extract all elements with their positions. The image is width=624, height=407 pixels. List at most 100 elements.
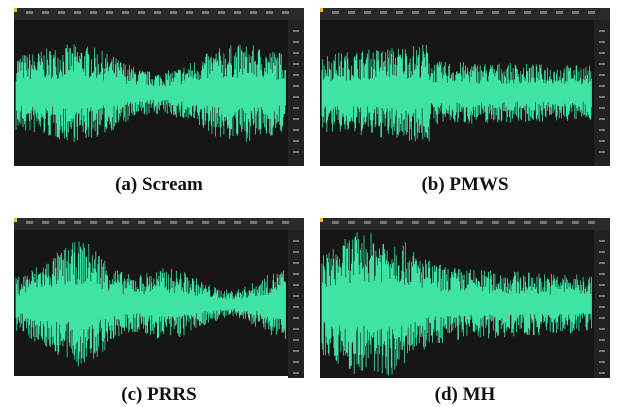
db-tick xyxy=(599,339,605,341)
db-tick xyxy=(293,118,299,120)
db-tick xyxy=(293,96,299,98)
ruler-tick xyxy=(234,11,241,14)
ruler-tick xyxy=(138,221,145,224)
db-tick xyxy=(293,284,299,286)
ruler-tick xyxy=(218,11,225,14)
ruler-tick xyxy=(26,221,33,224)
db-tick xyxy=(293,30,299,32)
waveform-trace xyxy=(16,241,286,366)
ruler-tick xyxy=(444,221,451,224)
db-tick xyxy=(599,129,605,131)
ruler-tick xyxy=(282,221,289,224)
ruler-tick xyxy=(412,11,419,14)
db-tick xyxy=(599,107,605,109)
db-tick xyxy=(293,41,299,43)
ruler-tick xyxy=(266,11,273,14)
waveform xyxy=(320,8,610,166)
ruler-tick xyxy=(588,11,595,14)
ruler-tick xyxy=(170,221,177,224)
waveform-panel xyxy=(14,8,304,166)
ruler-tick xyxy=(106,11,113,14)
ruler-tick xyxy=(556,221,563,224)
db-tick xyxy=(293,251,299,253)
ruler-tick xyxy=(412,221,419,224)
db-tick xyxy=(599,284,605,286)
db-tick xyxy=(599,317,605,319)
caption: (a) Scream xyxy=(14,174,304,196)
ruler-tick xyxy=(428,11,435,14)
waveform-panel xyxy=(320,8,610,166)
db-tick xyxy=(599,74,605,76)
ruler-tick xyxy=(540,11,547,14)
ruler-tick xyxy=(186,11,193,14)
ruler-tick xyxy=(572,11,579,14)
db-tick xyxy=(293,361,299,363)
db-tick xyxy=(293,317,299,319)
waveform xyxy=(320,218,610,378)
ruler-tick xyxy=(460,11,467,14)
db-tick xyxy=(599,96,605,98)
ruler-tick xyxy=(74,11,81,14)
ruler-tick xyxy=(154,221,161,224)
marker xyxy=(14,8,17,12)
waveform xyxy=(14,218,304,378)
marker xyxy=(14,218,17,222)
ruler-tick xyxy=(250,221,257,224)
db-tick xyxy=(293,372,299,374)
ruler-tick xyxy=(106,221,113,224)
db-tick xyxy=(599,361,605,363)
caption: (c) PRRS xyxy=(14,384,304,406)
waveform-panel xyxy=(14,218,304,376)
db-tick xyxy=(293,339,299,341)
ruler-tick xyxy=(332,221,339,224)
waveform-panel xyxy=(320,218,610,378)
ruler-tick xyxy=(234,221,241,224)
ruler-tick xyxy=(218,221,225,224)
db-tick xyxy=(599,251,605,253)
ruler-tick xyxy=(202,221,209,224)
ruler-tick xyxy=(332,11,339,14)
db-tick xyxy=(293,129,299,131)
db-tick xyxy=(599,350,605,352)
ruler-tick xyxy=(492,11,499,14)
ruler-tick xyxy=(170,11,177,14)
db-tick xyxy=(599,240,605,242)
ruler-tick xyxy=(42,221,49,224)
ruler-tick xyxy=(364,221,371,224)
db-tick xyxy=(293,151,299,153)
db-tick xyxy=(293,140,299,142)
ruler-tick xyxy=(58,221,65,224)
db-tick xyxy=(599,63,605,65)
ruler-tick xyxy=(58,11,65,14)
ruler-tick xyxy=(138,11,145,14)
db-tick xyxy=(599,140,605,142)
db-tick xyxy=(599,306,605,308)
db-tick xyxy=(293,328,299,330)
ruler-tick xyxy=(42,11,49,14)
db-tick xyxy=(293,63,299,65)
db-tick xyxy=(599,41,605,43)
ruler-tick xyxy=(26,11,33,14)
ruler-tick xyxy=(508,221,515,224)
ruler-tick xyxy=(572,221,579,224)
ruler-tick xyxy=(380,221,387,224)
db-tick xyxy=(293,273,299,275)
db-tick xyxy=(293,350,299,352)
db-tick xyxy=(293,107,299,109)
ruler-tick xyxy=(476,221,483,224)
db-tick xyxy=(599,85,605,87)
db-tick xyxy=(293,85,299,87)
db-tick xyxy=(599,151,605,153)
ruler-tick xyxy=(540,221,547,224)
ruler-tick xyxy=(186,221,193,224)
waveform-trace xyxy=(16,45,286,142)
ruler-tick xyxy=(556,11,563,14)
ruler-tick xyxy=(282,11,289,14)
db-tick xyxy=(599,273,605,275)
ruler-tick xyxy=(348,221,355,224)
ruler-tick xyxy=(122,11,129,14)
ruler-tick xyxy=(460,221,467,224)
db-tick xyxy=(293,295,299,297)
ruler-tick xyxy=(524,221,531,224)
caption: (d) MH xyxy=(320,384,610,406)
